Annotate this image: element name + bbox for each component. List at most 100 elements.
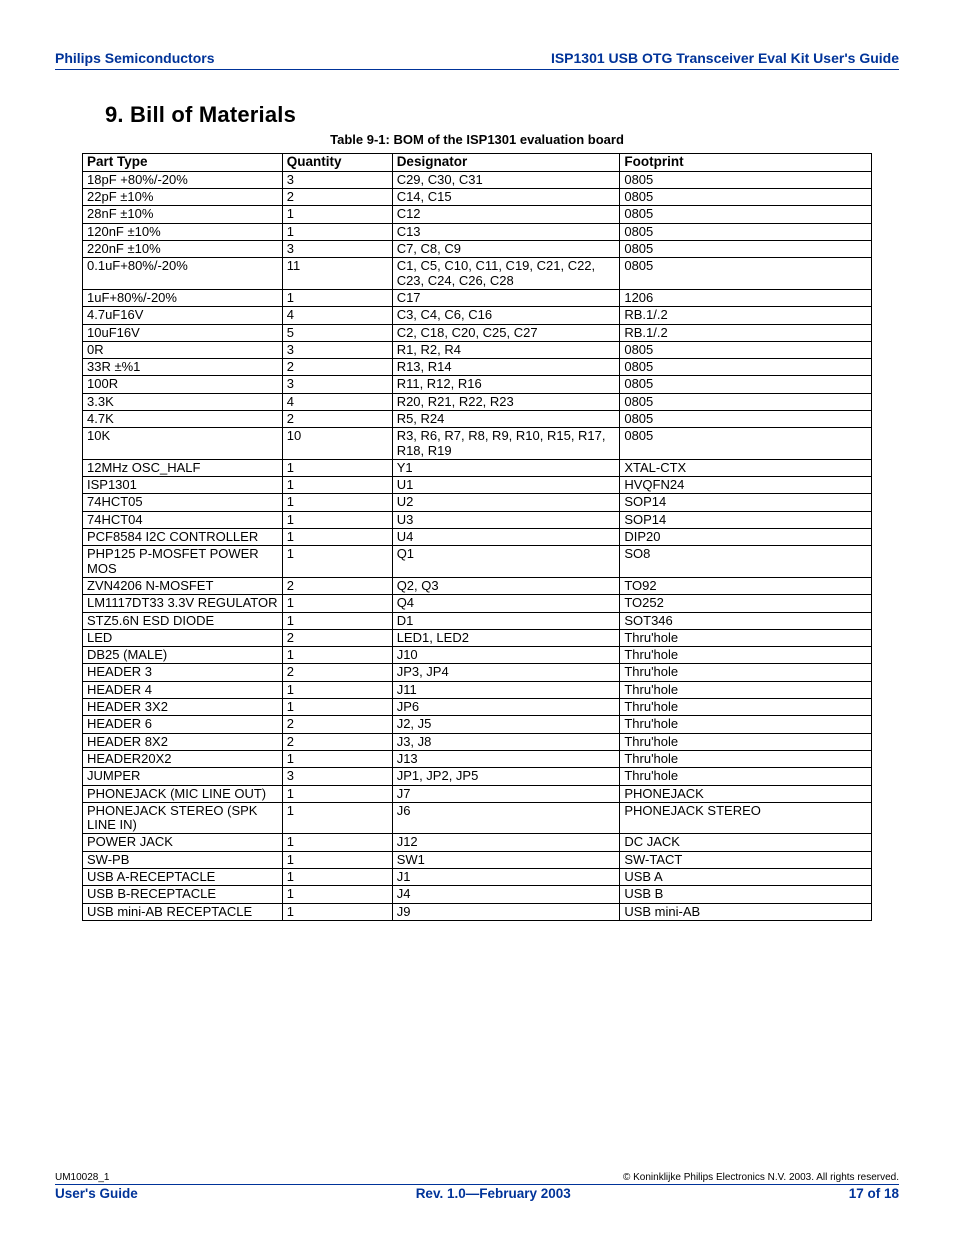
table-cell: PHONEJACK [620, 785, 872, 802]
col-designator: Designator [392, 154, 620, 172]
table-cell: 0805 [620, 341, 872, 358]
table-row: DB25 (MALE)1J10Thru'hole [83, 647, 872, 664]
table-cell: SW-TACT [620, 851, 872, 868]
table-cell: SW-PB [83, 851, 283, 868]
table-row: HEADER20X21J13Thru'hole [83, 750, 872, 767]
table-cell: J13 [392, 750, 620, 767]
footer-center: Rev. 1.0—February 2003 [416, 1186, 571, 1201]
table-cell: 1 [282, 869, 392, 886]
table-cell: U1 [392, 477, 620, 494]
table-cell: DC JACK [620, 834, 872, 851]
table-cell: 1 [282, 511, 392, 528]
table-cell: DIP20 [620, 529, 872, 546]
table-row: PHONEJACK (MIC LINE OUT)1J7PHONEJACK [83, 785, 872, 802]
table-cell: 10uF16V [83, 324, 283, 341]
table-cell: 1 [282, 546, 392, 578]
table-cell: C14, C15 [392, 189, 620, 206]
table-cell: HEADER20X2 [83, 750, 283, 767]
table-row: POWER JACK1J12DC JACK [83, 834, 872, 851]
table-cell: C3, C4, C6, C16 [392, 307, 620, 324]
table-cell: 5 [282, 324, 392, 341]
table-cell: LED1, LED2 [392, 629, 620, 646]
table-cell: SOP14 [620, 511, 872, 528]
table-row: SW-PB1SW1SW-TACT [83, 851, 872, 868]
table-cell: TO252 [620, 595, 872, 612]
table-cell: HEADER 3X2 [83, 699, 283, 716]
table-cell: Q4 [392, 595, 620, 612]
table-row: 4.7K2R5, R240805 [83, 411, 872, 428]
table-cell: Q2, Q3 [392, 577, 620, 594]
table-cell: 0805 [620, 376, 872, 393]
table-cell: 1 [282, 750, 392, 767]
table-row: 10uF16V5C2, C18, C20, C25, C27RB.1/.2 [83, 324, 872, 341]
table-cell: 4.7K [83, 411, 283, 428]
table-caption: Table 9-1: BOM of the ISP1301 evaluation… [55, 132, 899, 147]
table-cell: STZ5.6N ESD DIODE [83, 612, 283, 629]
table-row: ISP13011U1HVQFN24 [83, 477, 872, 494]
table-row: 220nF ±10%3C7, C8, C90805 [83, 241, 872, 258]
table-cell: JP6 [392, 699, 620, 716]
footer-meta-row: UM10028_1 © Koninklijke Philips Electron… [55, 1172, 899, 1185]
table-cell: 2 [282, 359, 392, 376]
table-cell: Q1 [392, 546, 620, 578]
table-cell: Thru'hole [620, 733, 872, 750]
table-row: USB mini-AB RECEPTACLE1J9USB mini-AB [83, 903, 872, 920]
table-cell: Thru'hole [620, 647, 872, 664]
table-cell: 3 [282, 241, 392, 258]
table-row: 12MHz OSC_HALF1Y1XTAL-CTX [83, 459, 872, 476]
table-cell: 4.7uF16V [83, 307, 283, 324]
table-cell: 0805 [620, 241, 872, 258]
table-cell: SOP14 [620, 494, 872, 511]
table-cell: J1 [392, 869, 620, 886]
table-cell: 0805 [620, 359, 872, 376]
table-cell: J6 [392, 802, 620, 834]
table-cell: 3 [282, 376, 392, 393]
section-heading: 9. Bill of Materials [105, 102, 899, 128]
table-cell: JUMPER [83, 768, 283, 785]
table-cell: DB25 (MALE) [83, 647, 283, 664]
table-cell: 1 [282, 289, 392, 306]
table-cell: J2, J5 [392, 716, 620, 733]
table-cell: PHONEJACK STEREO (SPK LINE IN) [83, 802, 283, 834]
col-footprint: Footprint [620, 154, 872, 172]
table-cell: 3.3K [83, 393, 283, 410]
table-cell: 0805 [620, 411, 872, 428]
table-cell: HEADER 4 [83, 681, 283, 698]
table-row: HEADER 62J2, J5Thru'hole [83, 716, 872, 733]
table-cell: 1 [282, 699, 392, 716]
table-cell: Thru'hole [620, 750, 872, 767]
table-cell: LED [83, 629, 283, 646]
table-cell: 1206 [620, 289, 872, 306]
table-row: 33R ±%12R13, R140805 [83, 359, 872, 376]
table-cell: R20, R21, R22, R23 [392, 393, 620, 410]
table-cell: C12 [392, 206, 620, 223]
table-row: 18pF +80%/-20%3C29, C30, C310805 [83, 171, 872, 188]
col-quantity: Quantity [282, 154, 392, 172]
table-cell: 2 [282, 189, 392, 206]
table-cell: Thru'hole [620, 768, 872, 785]
table-cell: 1 [282, 681, 392, 698]
table-cell: C2, C18, C20, C25, C27 [392, 324, 620, 341]
table-cell: 1 [282, 903, 392, 920]
table-cell: 0805 [620, 189, 872, 206]
footer-right: 17 of 18 [849, 1186, 899, 1201]
table-cell: 1 [282, 785, 392, 802]
table-cell: 1 [282, 802, 392, 834]
table-cell: C1, C5, C10, C11, C19, C21, C22, C23, C2… [392, 258, 620, 290]
table-row: 1uF+80%/-20%1C171206 [83, 289, 872, 306]
table-row: JUMPER3JP1, JP2, JP5Thru'hole [83, 768, 872, 785]
table-cell: USB mini-AB RECEPTACLE [83, 903, 283, 920]
table-row: USB B-RECEPTACLE1J4USB B [83, 886, 872, 903]
table-row: STZ5.6N ESD DIODE1D1SOT346 [83, 612, 872, 629]
table-row: PHP125 P-MOSFET POWER MOS1Q1SO8 [83, 546, 872, 578]
table-cell: SOT346 [620, 612, 872, 629]
table-cell: HEADER 3 [83, 664, 283, 681]
table-cell: 0.1uF+80%/-20% [83, 258, 283, 290]
table-cell: Thru'hole [620, 716, 872, 733]
table-row: 28nF ±10%1C120805 [83, 206, 872, 223]
table-cell: USB A-RECEPTACLE [83, 869, 283, 886]
table-row: 100R3R11, R12, R160805 [83, 376, 872, 393]
table-cell: 74HCT04 [83, 511, 283, 528]
table-cell: HEADER 6 [83, 716, 283, 733]
table-row: USB A-RECEPTACLE1J1USB A [83, 869, 872, 886]
